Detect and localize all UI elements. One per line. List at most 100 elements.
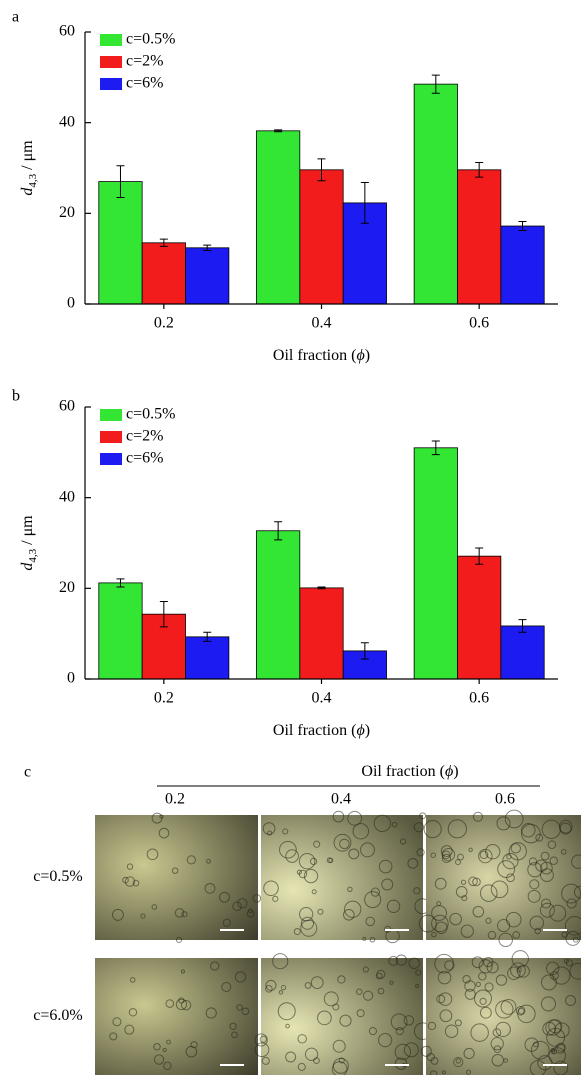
droplet xyxy=(542,1021,557,1036)
droplet xyxy=(232,901,242,911)
droplet xyxy=(259,1035,267,1043)
droplet xyxy=(205,1007,217,1019)
droplet xyxy=(265,979,277,991)
y-tick-label: 20 xyxy=(59,579,75,596)
droplet xyxy=(408,957,420,969)
droplet xyxy=(237,898,248,909)
droplet xyxy=(381,878,394,891)
droplet xyxy=(339,1014,352,1027)
droplet xyxy=(158,827,170,839)
droplet xyxy=(124,876,136,887)
x-tick-label: 0.6 xyxy=(469,315,489,332)
droplet xyxy=(457,853,464,861)
droplet xyxy=(178,997,185,1004)
droplet xyxy=(559,822,572,835)
x-axis-label-close: ) xyxy=(365,722,370,739)
droplet xyxy=(378,859,393,874)
y-axis-label-unit: / μm xyxy=(19,140,36,174)
droplet xyxy=(403,1042,419,1058)
droplet xyxy=(265,985,273,993)
droplet xyxy=(363,990,374,1001)
droplet xyxy=(282,828,289,835)
droplet xyxy=(495,974,508,986)
droplet xyxy=(495,1021,511,1038)
bar xyxy=(256,130,301,305)
droplet xyxy=(377,987,385,995)
x-tick-label: 0.2 xyxy=(154,690,174,707)
droplet xyxy=(165,999,175,1008)
bar xyxy=(413,447,458,680)
droplet xyxy=(455,1058,461,1064)
x-axis-label: Oil fraction (ϕ) xyxy=(273,722,370,739)
bar xyxy=(413,83,458,305)
error-bar xyxy=(274,129,283,133)
droplet xyxy=(181,911,188,918)
droplet xyxy=(317,1010,332,1026)
droplet xyxy=(437,970,452,985)
y-axis-label-symbol: d xyxy=(19,562,36,571)
droplet xyxy=(347,810,363,826)
droplet xyxy=(285,1023,290,1029)
droplet xyxy=(332,810,345,823)
droplet xyxy=(323,991,339,1007)
droplet xyxy=(175,936,183,944)
panel-title-symbol: ϕ xyxy=(445,763,453,780)
droplet xyxy=(313,840,321,848)
droplet xyxy=(343,908,355,921)
y-tick-label: 0 xyxy=(67,670,75,687)
column-label: 0.4 xyxy=(331,791,351,808)
droplet xyxy=(441,853,452,864)
droplet xyxy=(413,887,421,895)
droplet xyxy=(537,1055,553,1071)
droplet xyxy=(529,1060,547,1075)
droplet xyxy=(527,862,543,878)
x-axis-label-text: Oil fraction ( xyxy=(273,722,357,739)
droplet xyxy=(545,1019,562,1036)
droplet xyxy=(124,1024,135,1035)
droplet xyxy=(485,917,492,924)
droplet xyxy=(549,971,559,981)
droplet xyxy=(241,1007,250,1016)
droplet xyxy=(293,927,301,936)
error-bar xyxy=(360,182,369,224)
droplet xyxy=(204,882,216,894)
error-bar xyxy=(159,238,168,247)
y-tick-label: 40 xyxy=(59,113,75,130)
panel-label: a xyxy=(12,9,19,26)
droplet xyxy=(492,1028,502,1037)
droplet xyxy=(535,833,544,842)
droplet xyxy=(304,1047,319,1061)
droplet xyxy=(403,1015,415,1026)
droplet xyxy=(272,895,279,902)
droplet xyxy=(386,899,401,914)
droplet xyxy=(378,1033,393,1048)
droplet xyxy=(431,931,437,938)
droplet xyxy=(109,1032,118,1041)
droplet xyxy=(541,974,557,991)
error-bar xyxy=(518,619,527,633)
droplet xyxy=(420,1045,432,1057)
droplet xyxy=(560,849,567,855)
droplet xyxy=(496,816,511,831)
droplet xyxy=(285,1051,297,1063)
panel-title: Oil fraction (ϕ) xyxy=(361,763,458,780)
droplet xyxy=(484,982,494,992)
droplet xyxy=(479,1006,492,1019)
droplet xyxy=(472,811,483,822)
x-axis-label-symbol: ϕ xyxy=(356,722,364,739)
error-bar xyxy=(116,578,125,588)
droplet xyxy=(332,1039,346,1053)
droplet xyxy=(506,854,512,860)
legend-label: c=6% xyxy=(126,75,163,92)
droplet xyxy=(414,983,420,988)
y-axis-label-subscript: 4,3 xyxy=(27,548,39,562)
droplet xyxy=(510,843,522,854)
legend-label: c=6% xyxy=(126,450,163,467)
droplet xyxy=(571,854,581,869)
droplet xyxy=(303,868,319,884)
droplet xyxy=(395,1026,404,1036)
droplet xyxy=(407,857,419,869)
error-bar xyxy=(431,74,440,94)
droplet xyxy=(140,913,146,919)
micrograph xyxy=(95,958,258,1075)
